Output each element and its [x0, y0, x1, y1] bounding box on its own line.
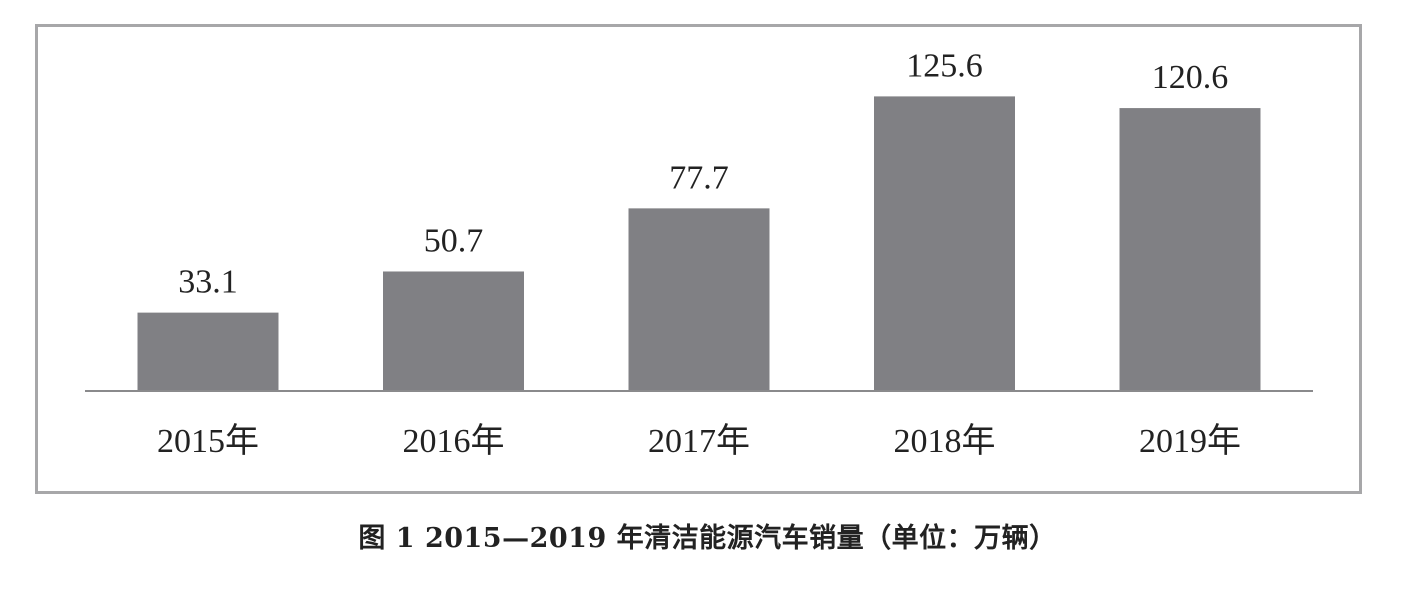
- x-tick-label-3: 2017年: [648, 422, 750, 460]
- bar-4: [874, 96, 1015, 390]
- x-tick-labels-group: 2015年 2016年 2017年 2018年 2019年: [157, 422, 1241, 460]
- bars-group: [137, 96, 1261, 391]
- bar-value-label-5: 120.6: [1152, 59, 1229, 96]
- bar-value-label-2: 50.7: [424, 222, 484, 259]
- bar-3: [628, 208, 770, 390]
- bar-1: [137, 312, 279, 390]
- x-tick-label-1: 2015年: [157, 422, 259, 460]
- bar-value-label-1: 33.1: [178, 264, 238, 301]
- x-tick-label-2: 2016年: [403, 422, 505, 460]
- bar-value-label-4: 125.6: [906, 47, 983, 84]
- x-tick-label-4: 2018年: [894, 422, 996, 460]
- bar-value-label-3: 77.7: [669, 159, 729, 196]
- bar-2: [383, 271, 524, 390]
- bar-5: [1119, 108, 1261, 391]
- value-labels-group: 33.1 50.7 77.7 125.6 120.6: [178, 47, 1228, 300]
- figure-caption: 图 1 2015—2019 年清洁能源汽车销量（单位：万辆）: [358, 523, 1057, 554]
- x-tick-label-5: 2019年: [1139, 422, 1241, 460]
